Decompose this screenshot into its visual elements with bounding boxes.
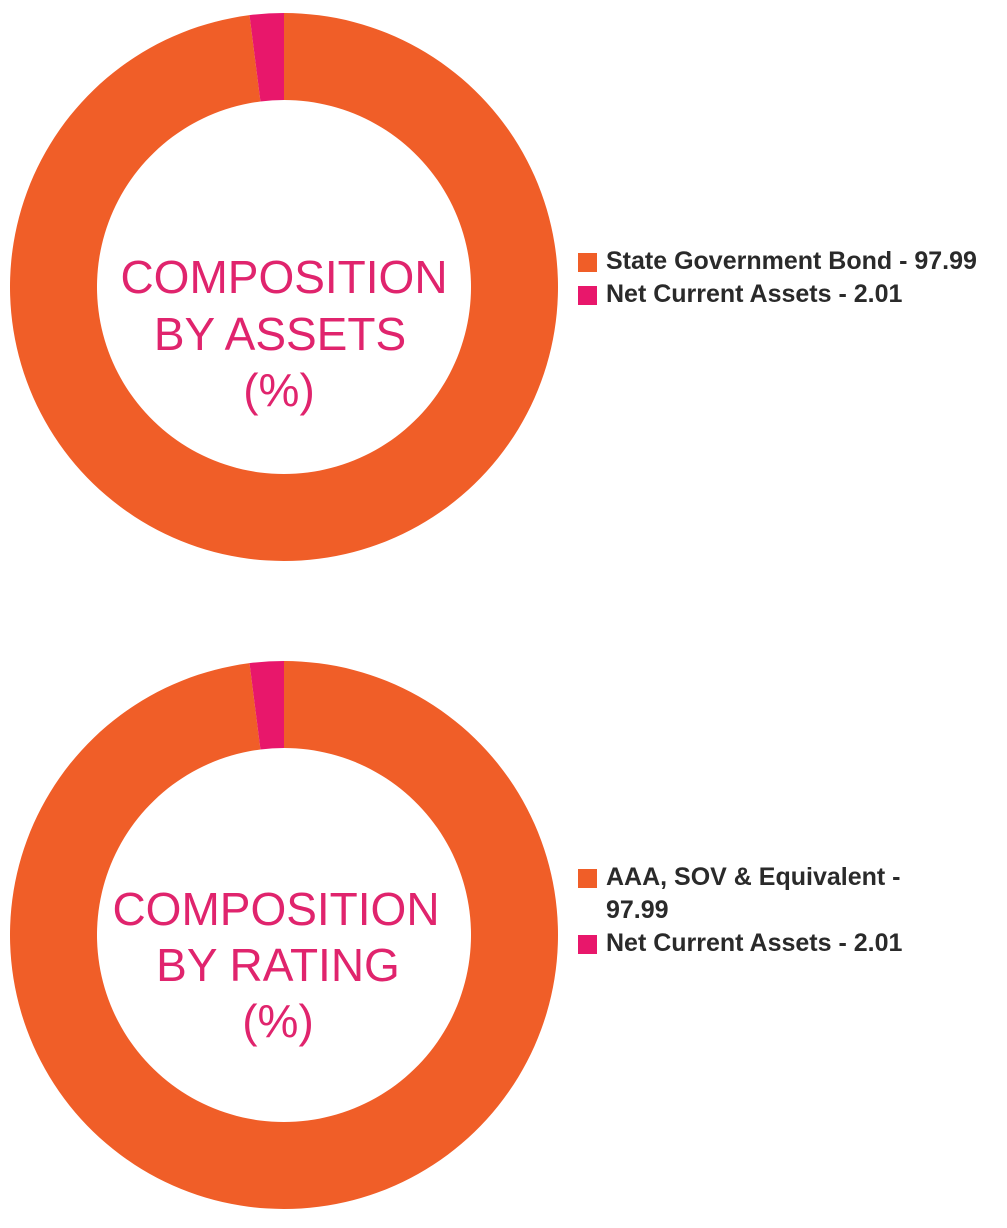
donut-slice-0 — [9, 661, 558, 1209]
rating-donut: COMPOSITION BY RATING (%) — [9, 661, 558, 1209]
composition-by-assets-chart: COMPOSITION BY ASSETS (%) State Governme… — [0, 0, 1007, 580]
legend-item-net-current-assets: Net Current Assets - 2.01 — [578, 278, 1003, 311]
donut-slice-0 — [9, 13, 558, 562]
legend-label: State Government Bond - 97.99 — [606, 247, 977, 275]
donut-slice-1 — [249, 661, 284, 750]
legend-swatch-pink — [578, 286, 597, 305]
legend-item-state-government-bond: State Government Bond - 97.99 — [578, 245, 1003, 278]
rating-center-line-2: BY RATING — [156, 939, 400, 991]
legend-swatch-orange — [578, 253, 597, 272]
legend-label: Net Current Assets - 2.01 — [606, 929, 903, 957]
assets-center-line-2: BY ASSETS — [154, 308, 406, 360]
rating-center-line-1: COMPOSITION — [112, 883, 439, 935]
legend-swatch-orange — [578, 869, 597, 888]
rating-center-line-3: (%) — [242, 995, 314, 1047]
legend-item-aaa-sov-equivalent: AAA, SOV & Equivalent - 97.99 — [578, 861, 1003, 927]
donut-slice-1 — [249, 13, 284, 102]
assets-legend: State Government Bond - 97.99 Net Curren… — [578, 245, 1003, 311]
legend-label: Net Current Assets - 2.01 — [606, 280, 903, 308]
assets-donut: COMPOSITION BY ASSETS (%) — [9, 13, 558, 562]
assets-center-line-3: (%) — [243, 364, 315, 416]
legend-item-net-current-assets: Net Current Assets - 2.01 — [578, 927, 1003, 960]
composition-by-rating-chart: COMPOSITION BY RATING (%) AAA, SOV & Equ… — [0, 648, 1007, 1228]
legend-label: AAA, SOV & Equivalent - 97.99 — [606, 863, 901, 924]
assets-center-line-1: COMPOSITION — [120, 251, 447, 303]
legend-swatch-pink — [578, 935, 597, 954]
rating-legend: AAA, SOV & Equivalent - 97.99 Net Curren… — [578, 861, 1003, 960]
